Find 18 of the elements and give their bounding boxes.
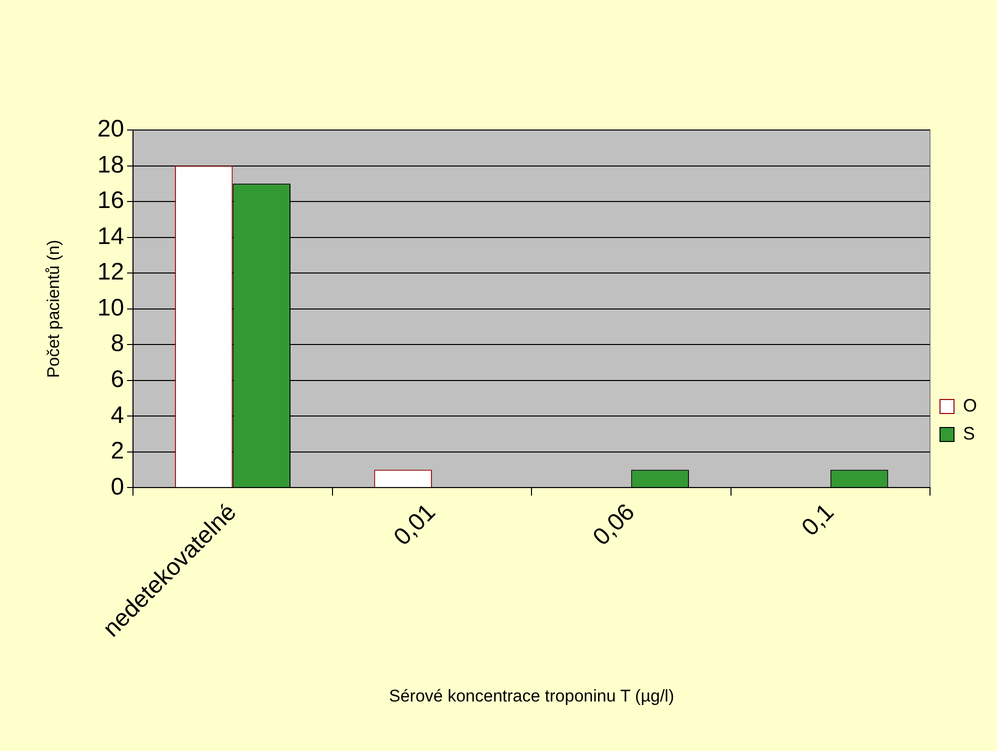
y-tick-label: 10 bbox=[97, 294, 124, 322]
y-tick-label: 18 bbox=[97, 151, 124, 178]
y-tick-label: 14 bbox=[97, 222, 124, 250]
y-tick-label: 8 bbox=[110, 330, 124, 358]
x-tick-label: 0,01 bbox=[388, 498, 441, 551]
y-tick-label: 2 bbox=[110, 438, 124, 465]
y-tick-label: 6 bbox=[110, 366, 124, 394]
y-tick-label: 20 bbox=[97, 116, 124, 143]
legend-label: O bbox=[963, 395, 978, 416]
y-tick-label: 12 bbox=[97, 258, 124, 286]
x-tick-label: 0,06 bbox=[588, 498, 640, 551]
y-tick-label: 16 bbox=[97, 187, 124, 214]
legend-label: S bbox=[963, 423, 976, 444]
y-tick-label: 0 bbox=[110, 473, 124, 500]
x-axis-title: Sérové koncentrace troponinu T (µg/l) bbox=[388, 686, 674, 706]
y-axis-title: Počet pacientů (n) bbox=[44, 240, 63, 378]
x-tick-label: 0,1 bbox=[796, 498, 840, 542]
y-tick-label: 4 bbox=[110, 402, 124, 429]
